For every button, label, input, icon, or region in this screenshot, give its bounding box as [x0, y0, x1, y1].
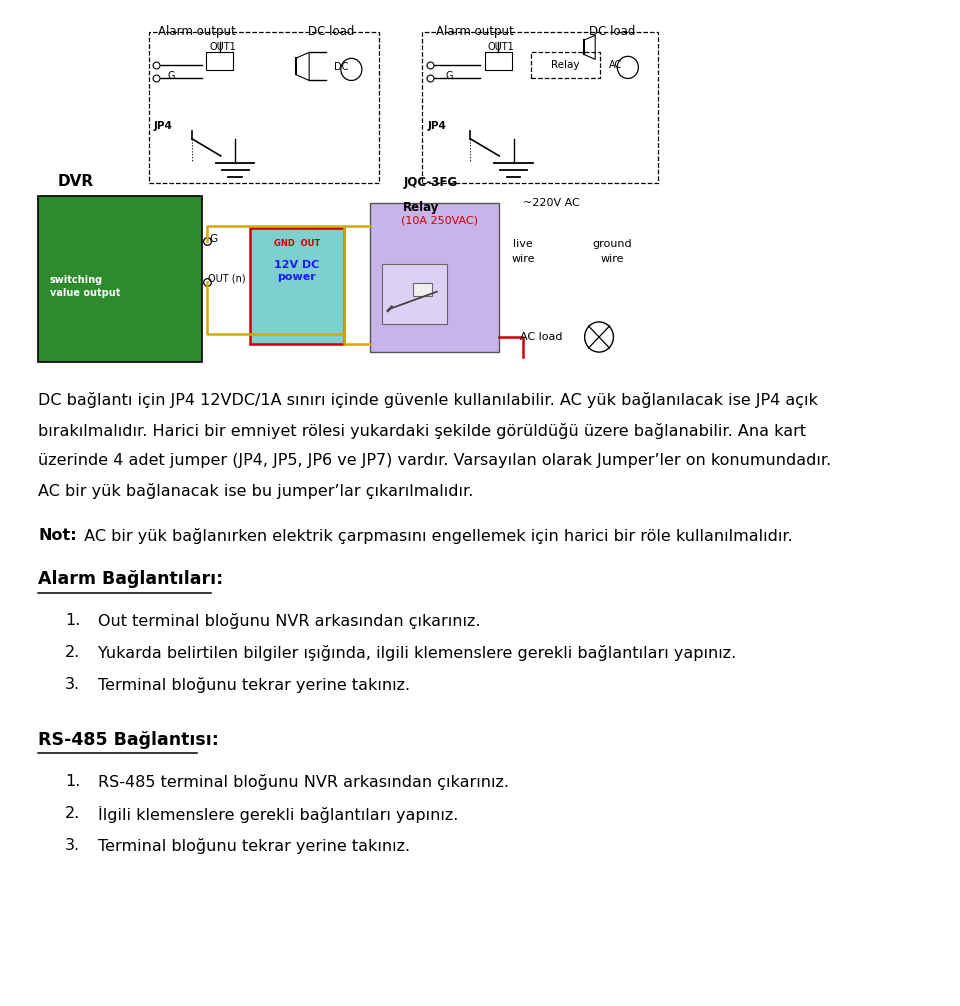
FancyBboxPatch shape: [382, 264, 447, 324]
Text: live: live: [514, 239, 533, 249]
Text: DC bağlantı için JP4 12VDC/1A sınırı içinde güvenle kullanılabilir. AC yük bağla: DC bağlantı için JP4 12VDC/1A sınırı içi…: [38, 392, 818, 408]
Text: İlgili klemenslere gerekli bağlantıları yapınız.: İlgili klemenslere gerekli bağlantıları …: [98, 806, 458, 823]
Text: G: G: [445, 71, 453, 81]
Text: ground: ground: [592, 239, 633, 249]
Text: bırakılmalıdır. Harici bir emniyet rölesi yukardaki şekilde görüldüğü üzere bağl: bırakılmalıdır. Harici bir emniyet röles…: [38, 423, 806, 439]
Text: GND  OUT: GND OUT: [274, 239, 320, 248]
FancyBboxPatch shape: [206, 52, 233, 70]
FancyBboxPatch shape: [38, 196, 202, 362]
Text: Alarm output: Alarm output: [158, 25, 235, 38]
Text: switching
value output: switching value output: [50, 275, 120, 299]
Text: OUT1: OUT1: [209, 42, 236, 52]
Text: DVR: DVR: [58, 174, 94, 189]
Text: AC load: AC load: [520, 332, 563, 342]
Text: DC load: DC load: [589, 25, 636, 38]
Text: wire: wire: [601, 254, 624, 264]
FancyBboxPatch shape: [370, 203, 499, 352]
Text: Relay: Relay: [403, 201, 440, 214]
Text: 12V DC
power: 12V DC power: [274, 260, 320, 282]
Text: JP4: JP4: [427, 121, 446, 131]
Text: DC: DC: [334, 62, 348, 72]
FancyBboxPatch shape: [531, 52, 600, 78]
Text: Alarm Bağlantıları:: Alarm Bağlantıları:: [38, 570, 224, 589]
Text: Alarm output: Alarm output: [437, 25, 514, 38]
Text: Yukarda belirtilen bilgiler ışığında, ilgili klemenslere gerekli bağlantıları ya: Yukarda belirtilen bilgiler ışığında, il…: [98, 645, 736, 661]
FancyBboxPatch shape: [413, 283, 432, 296]
Text: OUT (n): OUT (n): [208, 274, 246, 284]
Text: (10A 250VAC): (10A 250VAC): [401, 215, 478, 225]
Text: Relay: Relay: [551, 60, 580, 70]
Text: Not:: Not:: [38, 528, 77, 543]
Text: Terminal bloğunu tekrar yerine takınız.: Terminal bloğunu tekrar yerine takınız.: [98, 677, 410, 693]
Text: JP4: JP4: [154, 121, 173, 131]
Text: AC bir yük bağlanacak ise bu jumper’lar çıkarılmalıdır.: AC bir yük bağlanacak ise bu jumper’lar …: [38, 483, 474, 499]
Text: üzerinde 4 adet jumper (JP4, JP5, JP6 ve JP7) vardır. Varsayılan olarak Jumper’l: üzerinde 4 adet jumper (JP4, JP5, JP6 ve…: [38, 453, 831, 468]
Text: 2.: 2.: [65, 806, 81, 821]
FancyBboxPatch shape: [485, 52, 512, 70]
Text: wire: wire: [512, 254, 535, 264]
FancyBboxPatch shape: [250, 228, 344, 344]
Text: AC bir yük bağlanırken elektrik çarpmasını engellemek için harici bir röle kulla: AC bir yük bağlanırken elektrik çarpması…: [79, 528, 792, 544]
Text: 2.: 2.: [65, 645, 81, 660]
Text: OUT1: OUT1: [488, 42, 515, 52]
Text: G: G: [167, 71, 175, 81]
Text: Out terminal bloğunu NVR arkasından çıkarınız.: Out terminal bloğunu NVR arkasından çıka…: [98, 613, 480, 629]
Text: ~220V AC: ~220V AC: [523, 198, 580, 208]
Text: G: G: [209, 234, 217, 244]
Text: 3.: 3.: [65, 677, 81, 692]
Text: 1.: 1.: [65, 774, 81, 789]
Text: DC load: DC load: [308, 25, 354, 38]
Text: RS-485 terminal bloğunu NVR arkasından çıkarınız.: RS-485 terminal bloğunu NVR arkasından ç…: [98, 774, 509, 790]
Text: 1.: 1.: [65, 613, 81, 628]
Text: JQC-3FG: JQC-3FG: [403, 176, 457, 189]
Text: 3.: 3.: [65, 838, 81, 853]
Text: AC: AC: [609, 60, 622, 70]
Text: Terminal bloğunu tekrar yerine takınız.: Terminal bloğunu tekrar yerine takınız.: [98, 838, 410, 854]
Text: RS-485 Bağlantısı:: RS-485 Bağlantısı:: [38, 731, 219, 749]
